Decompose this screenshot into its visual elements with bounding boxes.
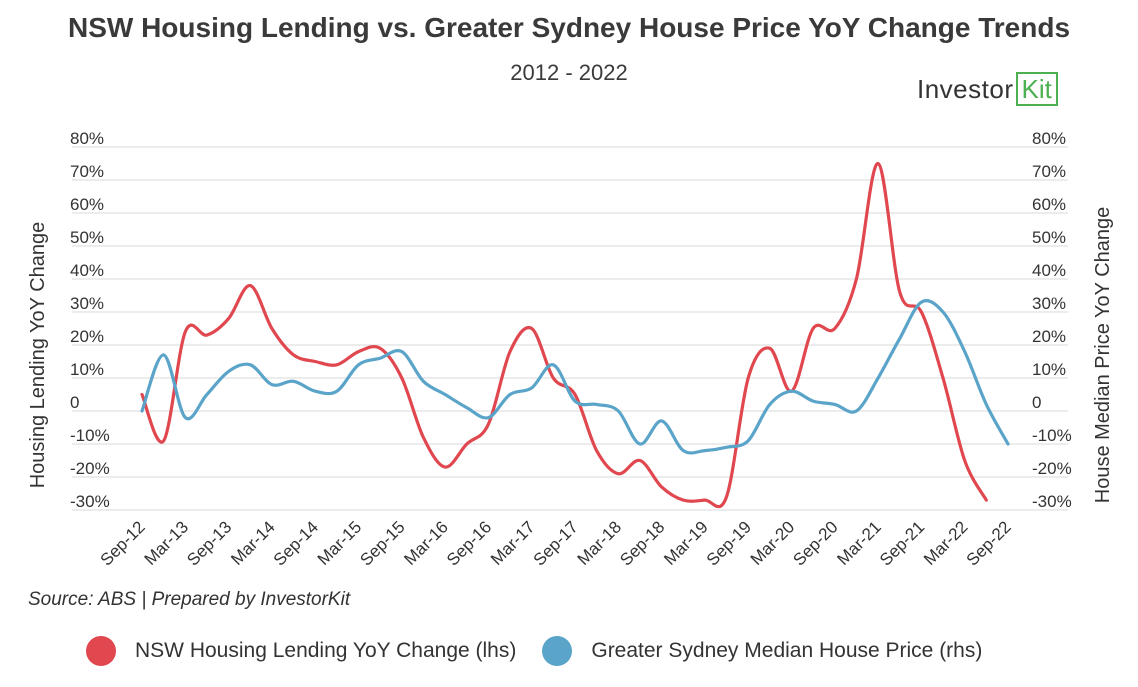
- x-tick-label: Sep-12: [97, 517, 149, 569]
- x-tick-label: Sep-18: [616, 517, 668, 569]
- y-tick-label-left: 30%: [70, 294, 104, 313]
- x-tick-label: Mar-19: [660, 517, 712, 569]
- y-tick-label-left: 80%: [70, 129, 104, 148]
- y-tick-label-right: 10%: [1032, 360, 1066, 379]
- y-axis-title-left: Housing Lending YoY Change: [27, 222, 49, 489]
- y-tick-label-right: 80%: [1032, 129, 1066, 148]
- x-tick-label: Mar-21: [833, 517, 885, 569]
- y-tick-label-right: 40%: [1032, 261, 1066, 280]
- x-tick-label: Sep-13: [183, 517, 235, 569]
- logo-text: Investor: [917, 73, 1014, 104]
- y-tick-label-left: -20%: [70, 459, 110, 478]
- y-tick-label-right: 50%: [1032, 228, 1066, 247]
- x-tick-label: Sep-19: [703, 517, 755, 569]
- y-tick-label-right: 20%: [1032, 327, 1066, 346]
- x-tick-label: Sep-15: [356, 517, 408, 569]
- legend-label-price: Greater Sydney Median House Price (rhs): [591, 639, 983, 662]
- y-tick-label-right: 0: [1032, 393, 1041, 412]
- x-tick-label: Mar-20: [747, 517, 799, 569]
- chart-title: NSW Housing Lending vs. Greater Sydney H…: [67, 12, 1071, 43]
- x-tick-label: Mar-18: [574, 517, 626, 569]
- y-tick-label-left: 20%: [70, 327, 104, 346]
- x-tick-label: Sep-22: [963, 517, 1015, 569]
- legend-label-lending: NSW Housing Lending YoY Change (lhs): [135, 639, 517, 662]
- y-tick-label-left: 0: [70, 393, 79, 412]
- legend-dot-price: [542, 636, 573, 666]
- y-tick-label-left: 70%: [70, 162, 104, 181]
- series-line-lending: [140, 161, 988, 509]
- source-note: Source: ABS | Prepared by InvestorKit: [28, 589, 351, 610]
- y-tick-label-right: -20%: [1032, 459, 1072, 478]
- legend-item-lending: NSW Housing Lending YoY Change (lhs): [86, 636, 516, 666]
- x-tick-label: Mar-22: [920, 517, 972, 569]
- y-tick-label-left: 60%: [70, 195, 104, 214]
- y-tick-label-left: 40%: [70, 261, 104, 280]
- x-tick-label: Mar-14: [227, 517, 279, 569]
- investorkit-logo: Investor Kit: [917, 70, 1058, 108]
- logo-box-text: Kit: [1015, 72, 1058, 106]
- x-tick-label: Sep-16: [443, 517, 495, 569]
- y-tick-label-left: 50%: [70, 228, 104, 247]
- y-tick-label-right: -30%: [1032, 492, 1072, 511]
- x-tick-label: Sep-17: [530, 517, 582, 569]
- y-tick-label-left: -30%: [70, 492, 110, 511]
- chart-subtitle: 2012 - 2022: [510, 60, 628, 85]
- x-tick-label: Mar-16: [400, 517, 452, 569]
- y-tick-label-left: -10%: [70, 426, 110, 445]
- legend: NSW Housing Lending YoY Change (lhs) Gre…: [86, 636, 1008, 666]
- x-tick-label: Mar-13: [141, 517, 193, 569]
- series-line-price: [140, 299, 1010, 455]
- y-tick-label-right: 60%: [1032, 195, 1066, 214]
- y-axis-title-right: House Median Price YoY Change: [1092, 207, 1114, 504]
- legend-dot-lending: [86, 636, 116, 666]
- x-tick-label: Sep-20: [789, 517, 841, 569]
- y-tick-label-right: -10%: [1032, 426, 1072, 445]
- y-tick-label-right: 30%: [1032, 294, 1066, 313]
- x-tick-label: Sep-14: [270, 517, 322, 569]
- x-tick-label: Mar-15: [314, 517, 366, 569]
- x-tick-label: Mar-17: [487, 517, 539, 569]
- y-tick-label-right: 70%: [1032, 162, 1066, 181]
- y-tick-label-left: 10%: [70, 360, 104, 379]
- x-tick-label: Sep-21: [876, 517, 928, 569]
- legend-item-price: Greater Sydney Median House Price (rhs): [542, 636, 982, 666]
